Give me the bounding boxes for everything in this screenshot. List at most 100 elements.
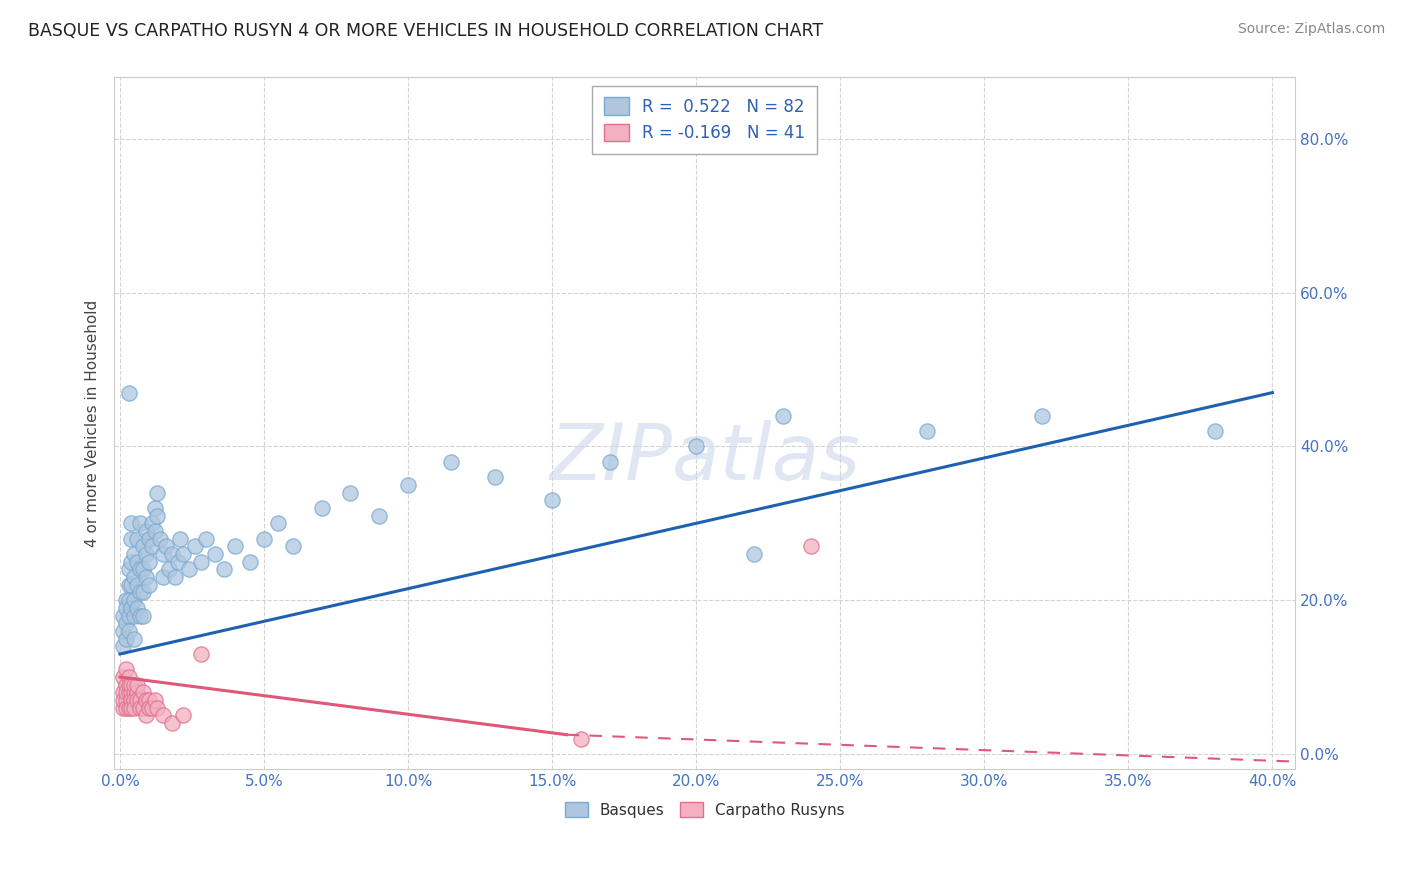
Point bbox=[915, 424, 938, 438]
Point bbox=[311, 500, 333, 515]
Point bbox=[132, 701, 155, 715]
Point bbox=[224, 540, 246, 554]
Point bbox=[127, 532, 149, 546]
Point bbox=[143, 500, 166, 515]
Point bbox=[117, 624, 139, 638]
Point bbox=[127, 685, 149, 699]
Point bbox=[111, 624, 134, 638]
Point bbox=[121, 516, 143, 531]
Point bbox=[138, 532, 160, 546]
Point bbox=[138, 555, 160, 569]
Point bbox=[135, 570, 157, 584]
Point bbox=[114, 701, 136, 715]
Point bbox=[172, 547, 194, 561]
Point bbox=[132, 608, 155, 623]
Point bbox=[117, 385, 139, 400]
Point bbox=[124, 701, 146, 715]
Point bbox=[146, 701, 169, 715]
Point bbox=[129, 701, 152, 715]
Point bbox=[772, 409, 794, 423]
Point bbox=[155, 540, 177, 554]
Point bbox=[204, 547, 226, 561]
Point bbox=[132, 540, 155, 554]
Point bbox=[117, 578, 139, 592]
Point bbox=[160, 547, 183, 561]
Point bbox=[111, 670, 134, 684]
Point bbox=[121, 578, 143, 592]
Point bbox=[111, 693, 134, 707]
Text: ZIPatlas: ZIPatlas bbox=[550, 420, 860, 496]
Point bbox=[129, 585, 152, 599]
Point bbox=[111, 701, 134, 715]
Point bbox=[124, 685, 146, 699]
Point bbox=[121, 685, 143, 699]
Point bbox=[114, 693, 136, 707]
Point bbox=[132, 685, 155, 699]
Point bbox=[124, 608, 146, 623]
Point bbox=[124, 593, 146, 607]
Point bbox=[267, 516, 290, 531]
Point bbox=[114, 632, 136, 646]
Point bbox=[111, 685, 134, 699]
Point bbox=[152, 547, 174, 561]
Point bbox=[127, 578, 149, 592]
Point bbox=[195, 532, 218, 546]
Point bbox=[121, 678, 143, 692]
Point bbox=[212, 562, 235, 576]
Point bbox=[484, 470, 506, 484]
Point bbox=[129, 608, 152, 623]
Point bbox=[121, 693, 143, 707]
Point bbox=[121, 701, 143, 715]
Point bbox=[121, 600, 143, 615]
Point bbox=[114, 685, 136, 699]
Point bbox=[117, 593, 139, 607]
Y-axis label: 4 or more Vehicles in Household: 4 or more Vehicles in Household bbox=[86, 300, 100, 547]
Point bbox=[129, 516, 152, 531]
Point bbox=[190, 555, 212, 569]
Point bbox=[129, 562, 152, 576]
Point bbox=[114, 662, 136, 676]
Point bbox=[127, 555, 149, 569]
Point bbox=[138, 693, 160, 707]
Point bbox=[132, 585, 155, 599]
Point bbox=[742, 547, 765, 561]
Point bbox=[114, 593, 136, 607]
Point bbox=[121, 555, 143, 569]
Point bbox=[111, 608, 134, 623]
Text: BASQUE VS CARPATHO RUSYN 4 OR MORE VEHICLES IN HOUSEHOLD CORRELATION CHART: BASQUE VS CARPATHO RUSYN 4 OR MORE VEHIC… bbox=[28, 22, 824, 40]
Point bbox=[184, 540, 207, 554]
Point bbox=[141, 540, 163, 554]
Point bbox=[146, 508, 169, 523]
Point bbox=[114, 600, 136, 615]
Point bbox=[157, 562, 180, 576]
Point bbox=[685, 439, 707, 453]
Point bbox=[135, 693, 157, 707]
Point bbox=[117, 562, 139, 576]
Point bbox=[143, 524, 166, 538]
Point bbox=[800, 540, 823, 554]
Point bbox=[169, 532, 191, 546]
Point bbox=[135, 708, 157, 723]
Point bbox=[152, 708, 174, 723]
Point bbox=[177, 562, 200, 576]
Point bbox=[121, 532, 143, 546]
Point bbox=[253, 532, 276, 546]
Point bbox=[132, 562, 155, 576]
Point bbox=[339, 485, 361, 500]
Point bbox=[124, 547, 146, 561]
Point bbox=[124, 570, 146, 584]
Point bbox=[117, 701, 139, 715]
Point bbox=[368, 508, 391, 523]
Point bbox=[135, 524, 157, 538]
Point bbox=[1204, 424, 1226, 438]
Point bbox=[152, 570, 174, 584]
Point bbox=[569, 731, 592, 746]
Point bbox=[127, 678, 149, 692]
Point bbox=[146, 485, 169, 500]
Point bbox=[124, 678, 146, 692]
Point bbox=[160, 716, 183, 731]
Point bbox=[111, 640, 134, 654]
Point bbox=[124, 632, 146, 646]
Point bbox=[149, 532, 172, 546]
Point bbox=[143, 693, 166, 707]
